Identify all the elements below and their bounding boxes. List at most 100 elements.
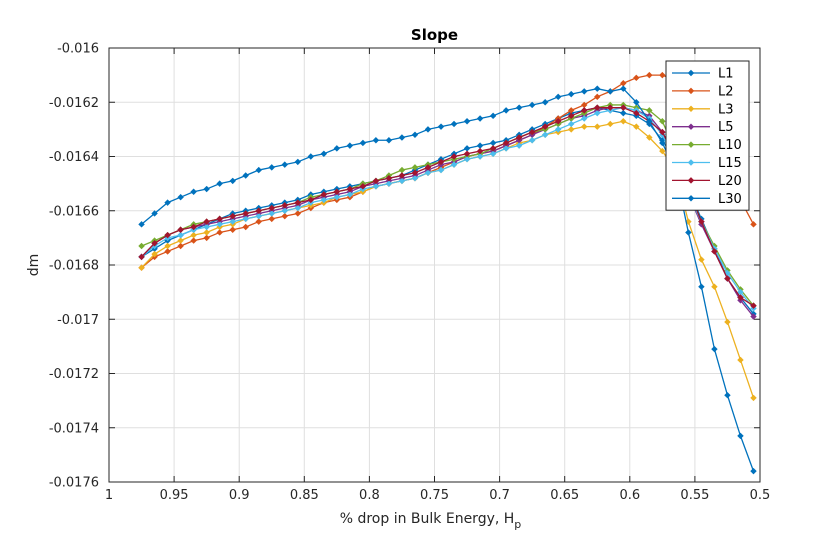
data-point <box>320 150 328 158</box>
legend-marker <box>687 69 695 77</box>
data-point <box>646 107 653 114</box>
data-point <box>633 99 640 106</box>
y-tick-label: -0.017 <box>57 313 99 328</box>
data-point <box>333 188 341 195</box>
data-point <box>646 71 653 79</box>
x-tick-label: 0.9 <box>229 488 250 503</box>
legend-label: L20 <box>718 174 742 189</box>
data-point <box>711 248 718 255</box>
data-point <box>685 229 692 236</box>
data-point <box>216 180 223 187</box>
y-tick-label: -0.0176 <box>49 476 99 491</box>
data-point <box>372 183 380 190</box>
data-point <box>724 318 731 326</box>
data-point <box>594 104 601 111</box>
data-point <box>411 174 419 182</box>
data-point <box>216 229 223 236</box>
data-point <box>476 147 484 155</box>
data-point <box>607 104 614 111</box>
data-point <box>463 150 471 158</box>
data-point <box>594 123 601 130</box>
data-point <box>203 229 210 236</box>
data-point <box>450 161 458 168</box>
data-point <box>281 207 288 214</box>
data-point <box>242 215 249 223</box>
data-point <box>463 118 471 125</box>
y-axis-title: dm <box>26 254 42 277</box>
data-point <box>750 302 757 309</box>
data-point <box>567 126 575 133</box>
data-point <box>398 177 406 185</box>
data-point <box>581 107 588 114</box>
data-point <box>528 101 536 109</box>
data-point <box>138 253 145 261</box>
data-point <box>372 177 380 185</box>
data-point <box>346 191 354 198</box>
data-point <box>307 153 315 160</box>
data-point <box>294 199 302 206</box>
data-point <box>659 118 666 125</box>
data-point <box>242 210 249 217</box>
y-tick-label: -0.0174 <box>49 421 99 436</box>
data-point <box>203 185 210 193</box>
data-point <box>320 191 328 198</box>
data-point <box>190 237 197 244</box>
data-point <box>255 166 262 174</box>
data-point <box>659 128 666 136</box>
data-point <box>737 432 744 440</box>
data-point <box>698 256 705 263</box>
data-point <box>476 115 484 122</box>
data-point <box>659 139 666 147</box>
data-point <box>541 131 549 139</box>
data-point <box>268 210 275 217</box>
data-point <box>203 234 210 242</box>
data-point <box>164 248 171 255</box>
data-point <box>177 237 184 244</box>
x-tick-label: 0.8 <box>359 488 380 503</box>
x-axis-title: % drop in Bulk Energy, Hp <box>340 511 522 531</box>
data-point <box>320 196 328 204</box>
data-point <box>268 164 275 171</box>
data-point <box>372 137 380 144</box>
legend-box <box>665 60 750 211</box>
legend-label: L30 <box>718 192 742 207</box>
data-point <box>541 123 549 130</box>
legend-item-l5: L5 <box>672 120 734 135</box>
legend-item-l1: L1 <box>672 67 734 82</box>
data-point <box>515 134 523 141</box>
data-point <box>554 93 562 101</box>
x-tick-label: 0.7 <box>489 488 510 503</box>
x-tick-label: 0.95 <box>160 488 189 503</box>
data-point <box>203 223 210 231</box>
data-point <box>164 242 171 250</box>
data-point <box>242 172 249 179</box>
legend-item-l30: L30 <box>672 192 742 207</box>
data-point <box>151 250 158 258</box>
data-point <box>190 188 197 195</box>
legend-marker <box>687 177 695 184</box>
data-point <box>646 118 653 125</box>
data-point <box>190 223 197 231</box>
data-point <box>581 123 588 130</box>
data-point <box>151 240 158 247</box>
data-point <box>515 142 523 149</box>
series-l20 <box>138 104 757 309</box>
data-point <box>255 207 262 214</box>
data-point <box>646 134 653 141</box>
data-point <box>294 210 302 217</box>
data-point <box>502 139 510 147</box>
x-tick-label: 1 <box>105 488 113 503</box>
legend: L1 L2 L3 L5 L10 L15 L20 L30 <box>665 60 750 211</box>
data-point <box>476 153 484 160</box>
data-point <box>294 204 302 212</box>
data-point <box>567 120 575 128</box>
data-point <box>307 196 315 204</box>
data-point <box>698 283 705 290</box>
data-point <box>750 467 757 475</box>
data-point <box>450 120 458 128</box>
data-point <box>607 88 614 95</box>
y-tick-label: -0.0172 <box>49 367 99 382</box>
data-point <box>138 264 145 271</box>
x-axis-title-main: % drop in Bulk Energy, H <box>340 511 515 527</box>
data-point <box>333 193 341 201</box>
